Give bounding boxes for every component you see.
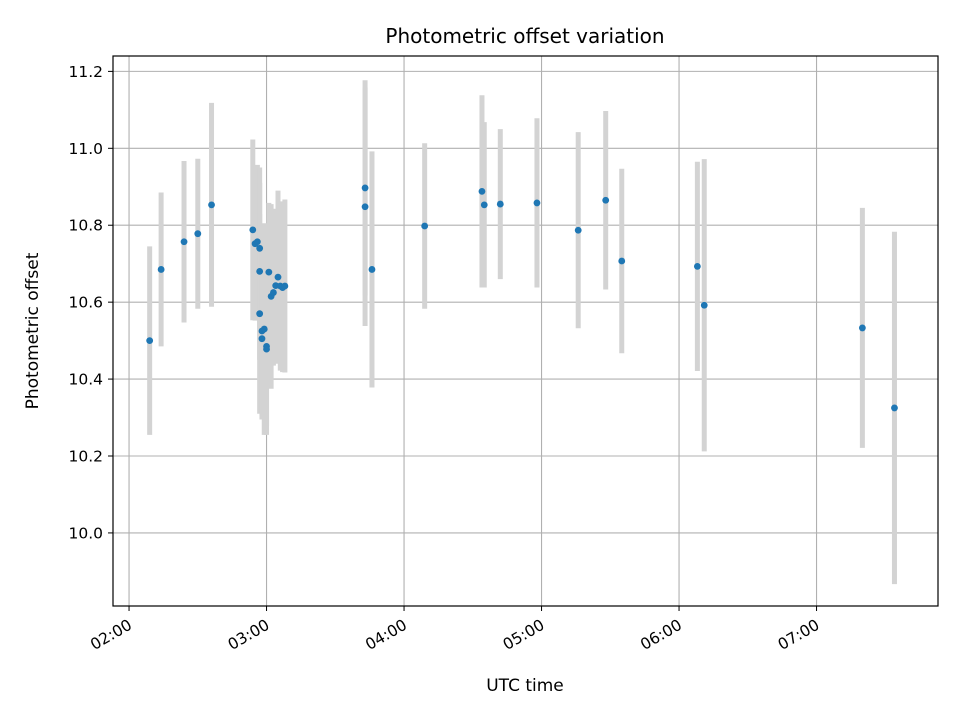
data-point: [421, 222, 429, 230]
x-tick-label: 07:00: [775, 616, 823, 654]
data-point: [256, 267, 264, 275]
data-point: [693, 262, 701, 270]
grid: [113, 56, 938, 606]
data-point: [574, 226, 582, 234]
data-point: [157, 266, 165, 273]
data-point: [361, 184, 369, 192]
x-tick-label: 06:00: [637, 616, 685, 654]
ticks: 02:00 03:00 04:00 05:00 06:00 07:00 10.0 10.2 10…: [68, 63, 822, 654]
data-point: [533, 199, 541, 207]
data-point: [274, 273, 282, 281]
data-point: [270, 289, 277, 296]
y-axis-label: Photometric offset: [23, 252, 43, 409]
data-point: [480, 201, 488, 209]
x-axis-label: UTC time: [486, 676, 564, 696]
y-tick-label: 10.2: [68, 448, 103, 466]
data-point: [260, 325, 268, 333]
data-point: [263, 345, 270, 353]
data-point: [265, 268, 273, 276]
y-tick-label: 11.2: [68, 63, 103, 81]
data-point: [891, 404, 898, 412]
data-point: [146, 337, 154, 345]
data-point: [180, 238, 188, 246]
y-tick-label: 10.4: [68, 371, 103, 389]
plot-frame: [112, 55, 939, 607]
data-point: [256, 310, 264, 318]
data-point: [256, 244, 264, 252]
data-point: [602, 196, 610, 204]
data-point: [700, 301, 708, 309]
chart-title: Photometric offset variation: [385, 24, 664, 48]
y-tick-label: 10.0: [68, 524, 103, 542]
y-tick-label: 10.8: [68, 217, 103, 235]
data-point: [249, 226, 257, 234]
data-point: [258, 335, 266, 343]
data-point: [253, 238, 261, 246]
data-point: [858, 324, 866, 332]
data-point: [368, 266, 376, 273]
y-tick-label: 10.6: [68, 294, 103, 312]
x-tick-label: 04:00: [362, 616, 410, 654]
data-point: [361, 203, 369, 211]
data-point: [194, 230, 202, 238]
y-tick-label: 11.0: [68, 140, 103, 158]
data-point: [281, 282, 289, 290]
x-tick-label: 03:00: [225, 616, 273, 654]
data-points: [146, 184, 898, 412]
data-point: [618, 257, 626, 265]
x-tick-label: 05:00: [500, 616, 548, 654]
data-point: [478, 187, 486, 195]
data-point: [496, 200, 504, 208]
x-tick-label: 02:00: [87, 616, 135, 654]
data-point: [208, 201, 215, 209]
